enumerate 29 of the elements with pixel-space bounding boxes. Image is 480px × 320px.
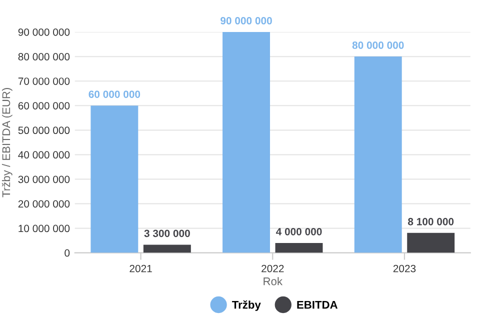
y-tick-label: 40 000 000 <box>18 151 70 159</box>
data-label: 8 100 000 <box>408 218 454 226</box>
y-tick-label: 80 000 000 <box>18 53 70 60</box>
y-tick-label: 30 000 000 <box>18 176 70 184</box>
bar <box>354 56 402 253</box>
legend-label: Tržby <box>232 300 261 311</box>
x-tick-label: 2022 <box>262 264 284 272</box>
x-axis-title: Rok <box>264 277 283 286</box>
bar <box>90 106 138 253</box>
data-label: 4 000 000 <box>276 228 322 236</box>
y-tick-label: 10 000 000 <box>18 224 70 232</box>
bar <box>275 242 323 253</box>
legend-label: EBITDA <box>297 300 338 309</box>
data-label: 3 300 000 <box>144 230 190 238</box>
data-label: 90 000 000 <box>220 17 272 24</box>
data-label: 80 000 000 <box>352 42 404 49</box>
bar <box>222 32 270 253</box>
y-tick-label: 0 <box>64 249 70 257</box>
y-tick-label: 90 000 000 <box>18 28 70 36</box>
y-tick-label: 70 000 000 <box>18 78 70 85</box>
bar <box>407 232 455 253</box>
y-tick-label: 50 000 000 <box>18 126 70 134</box>
x-tick-label: 2023 <box>393 264 416 272</box>
y-tick-label: 20 000 000 <box>18 200 70 208</box>
y-axis-title: Tržby / EBITDA (EUR) <box>2 88 12 198</box>
y-tick-label: 60 000 000 <box>18 102 70 110</box>
bar <box>143 244 191 253</box>
x-tick-label: 2021 <box>130 264 152 272</box>
data-label: 60 000 000 <box>88 90 140 98</box>
